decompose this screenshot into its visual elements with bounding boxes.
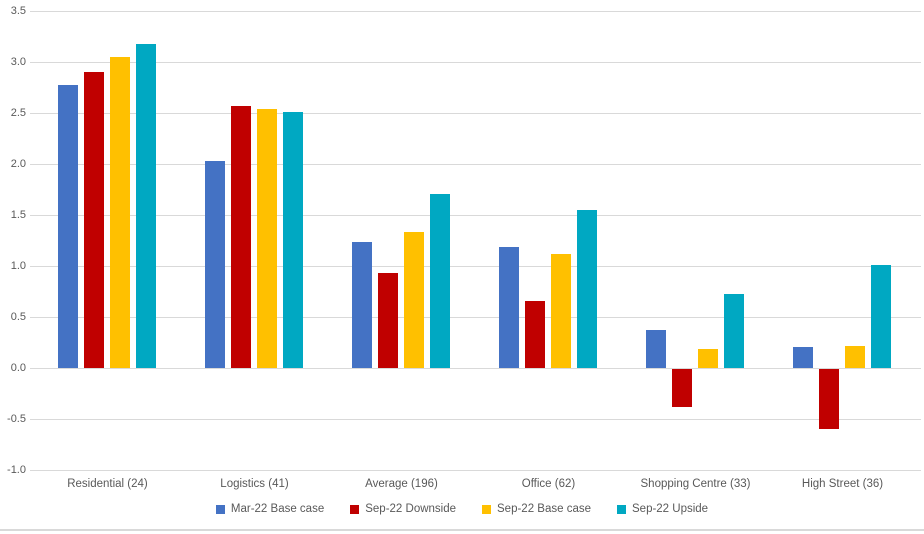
bar — [793, 347, 813, 368]
category-label: Logistics (41) — [220, 478, 289, 490]
y-tick-label: 1.5 — [10, 209, 26, 221]
bar — [283, 112, 303, 368]
gridline — [30, 215, 921, 216]
legend-label: Sep-22 Downside — [365, 503, 457, 515]
bar — [231, 106, 251, 368]
category-label: High Street (36) — [801, 478, 884, 490]
legend-label: Sep-22 Upside — [632, 503, 709, 515]
gridline — [30, 419, 921, 420]
y-tick-label: 2.0 — [10, 158, 26, 170]
category-label: Average (196) — [365, 478, 438, 490]
bar — [352, 242, 372, 368]
bar — [499, 247, 519, 368]
bar — [819, 369, 839, 429]
legend-swatch-icon — [215, 504, 225, 514]
y-tick-label: 3.5 — [10, 5, 26, 17]
bar — [672, 369, 692, 407]
gridline — [30, 62, 921, 63]
y-tick-label: -1.0 — [7, 464, 26, 476]
gridline — [30, 164, 921, 165]
y-tick-label: 0.0 — [10, 362, 26, 374]
bar — [205, 161, 225, 368]
y-tick-label: 0.5 — [10, 311, 26, 323]
y-tick-label: 1.0 — [10, 260, 26, 272]
bar — [525, 301, 545, 368]
y-tick-label: 3.0 — [10, 56, 26, 68]
legend-label: Sep-22 Base case — [497, 503, 591, 515]
legend-label: Mar-22 Base case — [230, 503, 325, 515]
bar — [724, 294, 744, 368]
bar — [577, 210, 597, 368]
gridline — [30, 368, 921, 369]
bar — [871, 265, 891, 368]
legend-item: Mar-22 Base case — [215, 503, 325, 515]
legend-swatch-icon — [482, 504, 492, 514]
bar — [646, 330, 666, 368]
category-label: Shopping Centre (33) — [640, 478, 751, 490]
gridline — [30, 113, 921, 114]
gridline — [30, 266, 921, 267]
bar — [698, 349, 718, 368]
gridline — [30, 11, 921, 12]
bar — [404, 232, 424, 368]
bar — [257, 109, 277, 368]
gridline — [30, 317, 921, 318]
legend-swatch-icon — [617, 504, 626, 514]
legend-item: Sep-22 Downside — [350, 503, 456, 515]
gridline — [30, 470, 921, 471]
y-tick-label: 2.5 — [10, 107, 26, 119]
bar — [58, 85, 78, 368]
bar — [845, 346, 865, 368]
legend: Mar-22 Base case Sep-22 Downside Sep-22 Ba… — [0, 503, 924, 515]
legend-item: Sep-22 Base case — [482, 503, 591, 515]
y-tick-label: -0.5 — [7, 413, 26, 425]
legend-swatch-icon — [350, 504, 360, 514]
bar — [110, 57, 130, 368]
category-label: Residential (24) — [67, 478, 148, 490]
chart-bottom-border — [0, 529, 924, 531]
bar — [551, 254, 571, 368]
bar — [84, 72, 104, 368]
bar — [136, 44, 156, 368]
bar — [378, 273, 398, 368]
legend-item: Sep-22 Upside — [617, 503, 708, 515]
bar — [430, 194, 450, 368]
category-label: Office (62) — [521, 478, 576, 490]
